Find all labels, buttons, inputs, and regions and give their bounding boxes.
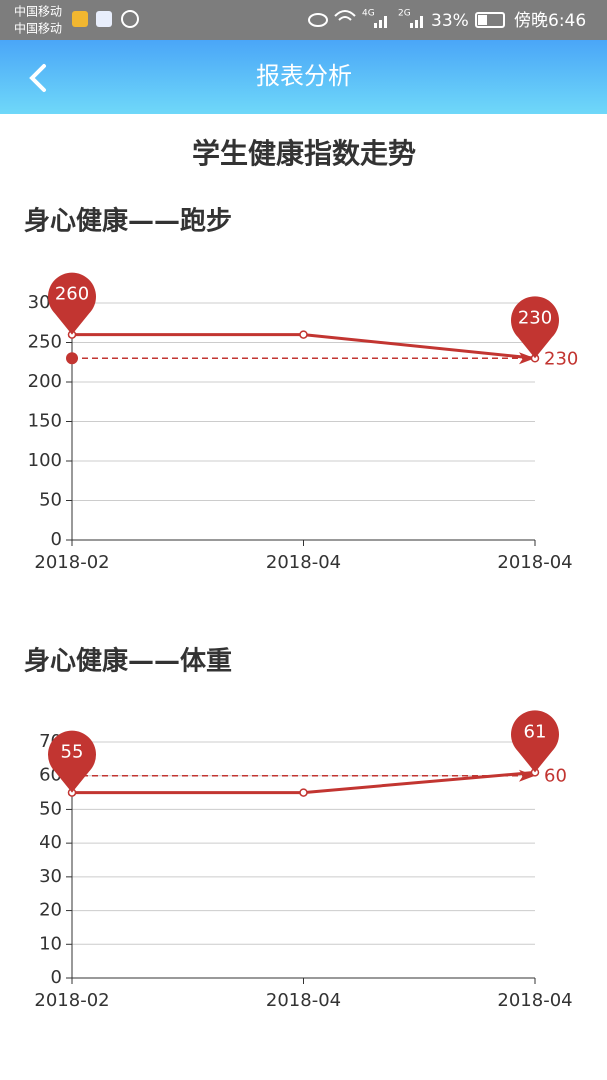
y-tick-label: 100: [28, 450, 62, 471]
page-title: 学生健康指数走势: [192, 137, 416, 170]
battery-fill: [478, 15, 487, 25]
x-tick-label: 2018-04: [266, 990, 341, 1011]
back-button[interactable]: [29, 64, 46, 92]
x-tick-label: 2018-04: [497, 990, 572, 1011]
header: [0, 40, 607, 114]
app-icon: [96, 11, 112, 27]
y-tick-label: 250: [28, 332, 62, 353]
mark-point-label: 230: [518, 307, 552, 328]
x-tick-label: 2018-02: [34, 990, 109, 1011]
mark-point: [511, 296, 559, 359]
y-tick-label: 50: [39, 490, 62, 511]
data-point: [299, 330, 308, 339]
battery-icon: [475, 12, 505, 28]
y-tick-label: 40: [39, 832, 62, 853]
network-type: 4G: [362, 9, 375, 19]
signal-icon: [374, 16, 387, 28]
mark-line-label: 60: [544, 766, 567, 787]
mark-point-label: 61: [524, 721, 547, 742]
signal-icon: [410, 16, 423, 28]
x-tick-label: 2018-02: [34, 552, 109, 573]
mark-point: [511, 710, 559, 773]
clock: 傍晚6:46: [514, 11, 586, 31]
wifi-icon: [334, 10, 356, 21]
y-tick-label: 0: [51, 529, 62, 550]
carrier: 中国移动: [14, 21, 62, 36]
chart-title: 身心健康——跑步: [24, 206, 232, 237]
network-type: 2G: [398, 9, 411, 19]
y-tick-label: 0: [51, 967, 62, 988]
chart-title: 身心健康——体重: [24, 646, 232, 677]
app-icon: [121, 10, 139, 28]
mark-line-label: 230: [544, 348, 578, 369]
data-point: [299, 788, 308, 797]
y-tick-label: 50: [39, 798, 62, 819]
app-icon: [72, 11, 88, 27]
y-tick-label: 200: [28, 371, 62, 392]
mark-point-label: 260: [55, 284, 89, 305]
x-tick-label: 2018-04: [266, 552, 341, 573]
mark-point-label: 55: [61, 742, 84, 763]
mark-point: [47, 272, 96, 335]
y-tick-label: 20: [39, 900, 62, 921]
mark-point: [48, 730, 96, 793]
battery-level: 33%: [431, 11, 469, 31]
header-title: 报表分析: [256, 62, 352, 90]
y-tick-label: 150: [28, 411, 62, 432]
y-tick-label: 10: [39, 933, 62, 954]
x-tick-label: 2018-04: [497, 552, 572, 573]
eye-icon: [308, 13, 328, 27]
carrier: 中国移动: [14, 4, 62, 19]
y-tick-label: 30: [39, 866, 62, 887]
